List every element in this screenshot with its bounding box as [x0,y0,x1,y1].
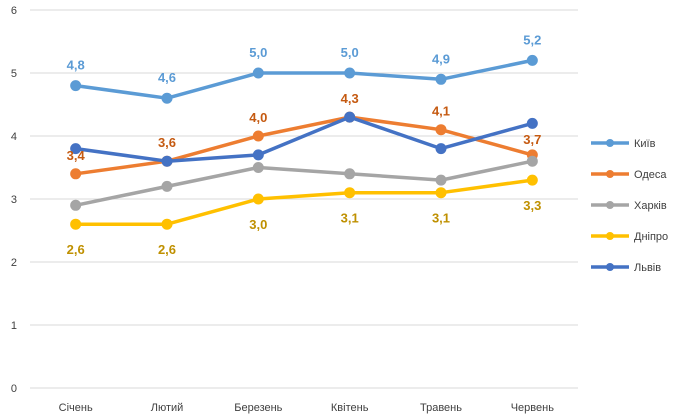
y-axis-ticks: 0 1 2 3 4 5 6 [11,5,17,395]
x-tick-label: Лютий [151,402,184,414]
data-point [70,80,82,92]
y-tick-label: 6 [11,5,17,17]
y-tick-label: 1 [11,320,17,332]
legend-marker [606,263,614,271]
data-point [70,218,82,230]
data-label: 2,6 [158,242,176,257]
series-4 [70,111,538,167]
data-point [252,130,264,142]
data-point [344,187,356,199]
data-label: 5,0 [341,45,359,60]
data-label: 3,3 [523,198,541,213]
data-point [344,111,356,123]
data-point [70,168,82,180]
data-label: 4,0 [249,110,267,125]
data-point [435,73,447,85]
legend-marker [606,232,614,240]
series-line [73,178,535,226]
series-2 [70,155,538,211]
series-line [73,115,535,163]
y-tick-label: 0 [11,383,17,395]
series-group [70,54,538,230]
legend-label: Львів [634,262,661,274]
x-tick-label: Травень [420,402,462,414]
legend-label: Харків [634,200,667,212]
legend-marker [606,139,614,147]
legend-item: Київ [591,138,656,150]
series-1 [70,111,538,180]
data-label: 4,6 [158,70,176,85]
y-tick-label: 4 [11,131,17,143]
series-line [73,115,535,176]
data-label: 5,0 [249,45,267,60]
data-point [526,174,538,186]
x-tick-label: Квітень [331,402,369,414]
data-label: 5,2 [523,32,541,47]
data-labels: 4,8 4,6 5,0 5,0 4,9 5,2 3,4 3,6 4,0 4,3 4,1 3,7 2,6 2… [67,32,542,257]
data-label: 3,1 [432,211,450,226]
data-point [435,187,447,199]
series-3 [70,174,538,230]
legend-marker [606,170,614,178]
legend-item: Львів [591,262,661,274]
y-tick-label: 5 [11,68,17,80]
legend-label: Київ [634,138,656,150]
data-label: 3,0 [249,217,267,232]
x-axis-ticks: Січень Лютий Березень Квітень Травень Червень [59,402,555,414]
x-tick-label: Червень [511,402,554,414]
data-point [161,155,173,167]
y-tick-label: 2 [11,257,17,269]
data-point [161,180,173,192]
legend: Київ Одеса Харків Дніпро Львів [591,138,668,274]
data-point [344,67,356,79]
data-label: 4,9 [432,51,450,66]
legend-marker [606,201,614,209]
data-label: 3,7 [523,132,541,147]
legend-item: Одеса [591,169,667,181]
data-label: 4,8 [67,58,85,73]
data-point [526,54,538,66]
data-point [252,193,264,205]
data-point [344,168,356,180]
data-point [435,174,447,186]
data-point [252,67,264,79]
data-point [70,199,82,211]
x-tick-label: Березень [234,402,282,414]
data-point [526,117,538,129]
data-point [161,92,173,104]
data-point [70,143,82,155]
data-point [252,162,264,173]
data-label: 3,4 [67,148,86,163]
legend-item: Дніпро [591,231,668,243]
data-label: 3,1 [341,211,359,226]
legend-label: Дніпро [634,231,668,243]
data-label: 4,3 [341,91,359,106]
data-point [435,124,447,136]
data-point [252,149,264,161]
y-tick-label: 3 [11,194,17,206]
series-line [73,58,535,100]
series-0 [70,54,538,104]
data-point [526,155,538,167]
series-line [73,159,535,208]
data-point [435,143,447,155]
data-point [161,218,173,230]
data-label: 2,6 [67,242,85,257]
data-label: 4,1 [432,104,450,119]
legend-item: Харків [591,200,667,212]
legend-label: Одеса [634,169,667,181]
x-tick-label: Січень [59,402,93,414]
data-label: 3,6 [158,135,176,150]
